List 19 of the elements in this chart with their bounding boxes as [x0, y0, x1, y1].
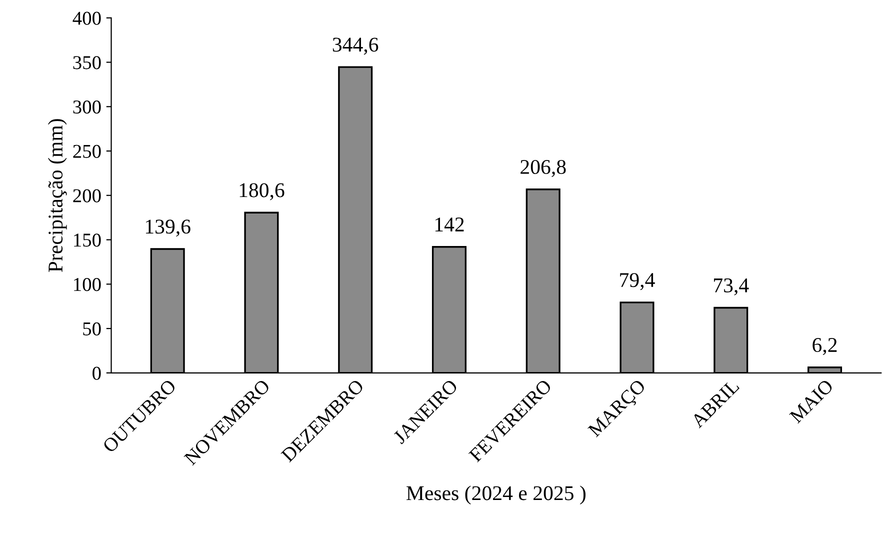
- data-label: 142: [435, 218, 464, 232]
- data-label: 344,6: [332, 38, 378, 55]
- y-tick-label: 200: [73, 189, 101, 202]
- y-tick-label: 250: [73, 144, 101, 158]
- y-axis-title: Precipitação (mm): [48, 119, 67, 272]
- y-tick-label: 50: [83, 322, 101, 336]
- data-label: 206,8: [520, 160, 566, 178]
- data-label: 79,4: [620, 273, 655, 290]
- data-label: 73,4: [714, 278, 749, 296]
- y-tick-label: 100: [74, 278, 101, 292]
- y-tick-label: 300: [73, 100, 101, 114]
- data-label: 139,6: [146, 220, 190, 237]
- y-tick-label: 400: [72, 12, 101, 25]
- data-label: 6,2: [812, 338, 837, 356]
- x-axis-title: Meses (2024 e 2025 ): [406, 486, 586, 504]
- y-tick-label: 350: [73, 56, 101, 70]
- y-tick-label: 0: [92, 366, 101, 380]
- data-label: 180,6: [240, 183, 284, 200]
- y-tick-label: 150: [74, 234, 101, 247]
